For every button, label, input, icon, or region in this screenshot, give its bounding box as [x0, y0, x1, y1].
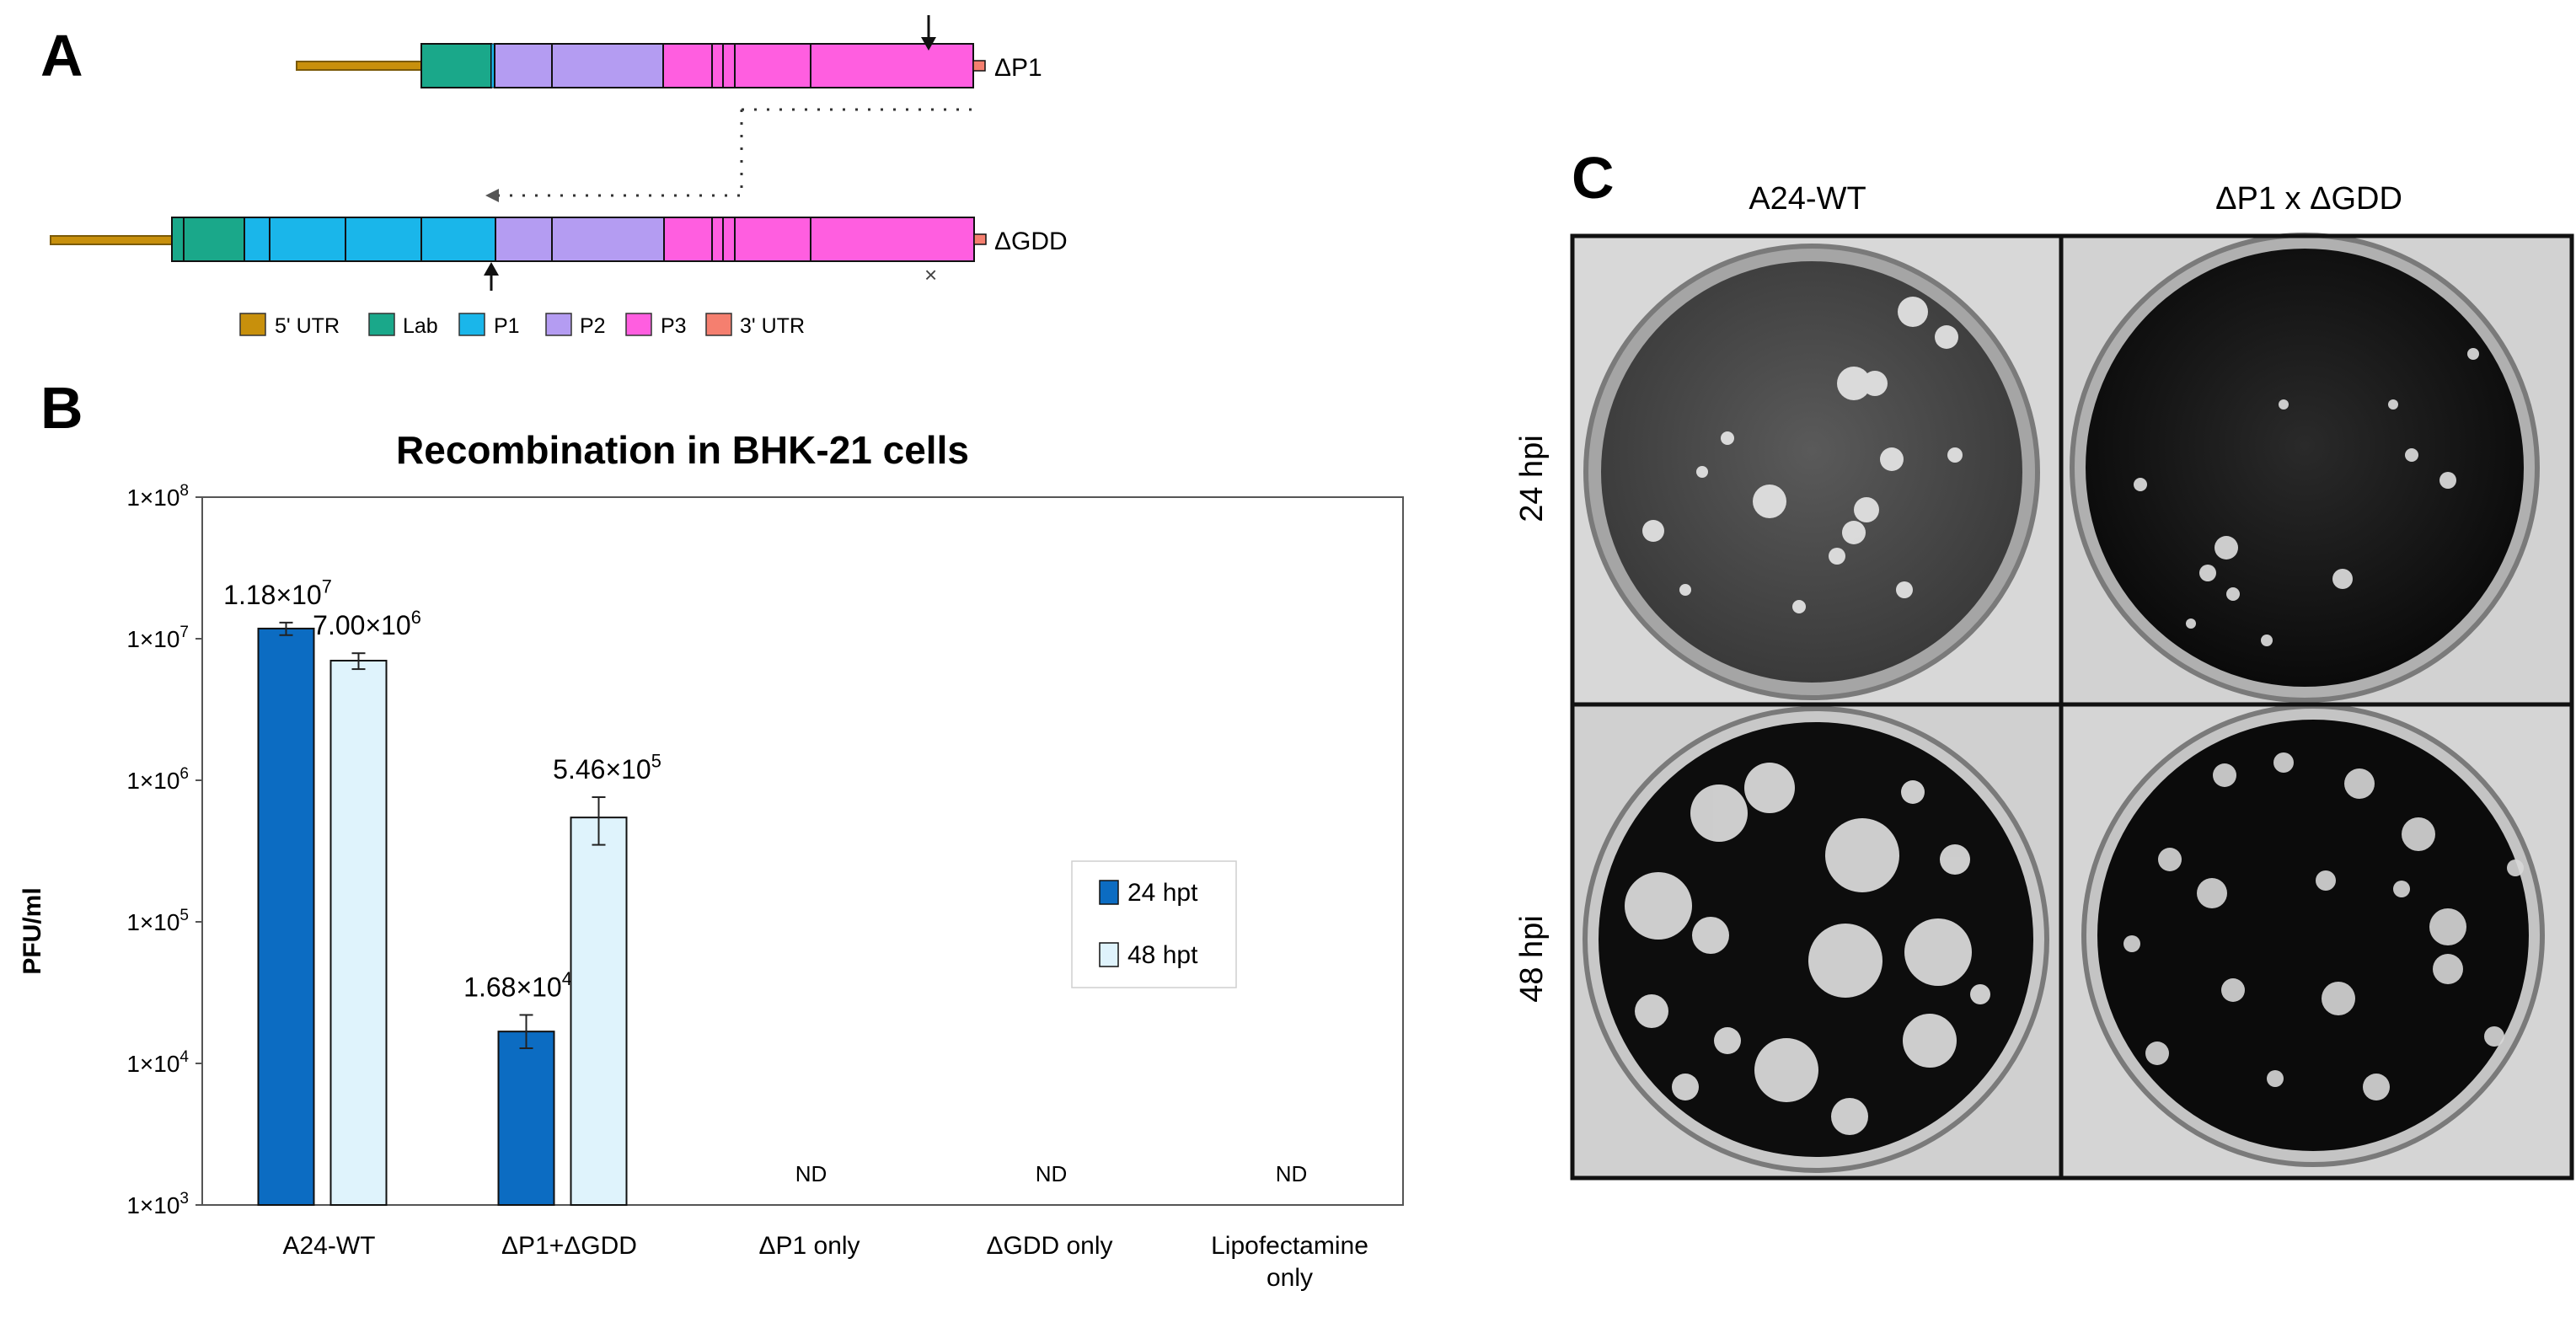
panel-c: C A24-WT ΔP1 x ΔGDD 24 hpi 48 hpi — [1514, 145, 2574, 1181]
plaque-well-wt-48hpi — [1572, 706, 2059, 1178]
panel-a-letter: A — [40, 23, 83, 88]
x-category-label: only — [1267, 1264, 1313, 1292]
legend-label-48hpt: 48 hpt — [1127, 941, 1198, 969]
construct-bottom-label: ΔGDD — [994, 228, 1068, 255]
gdd-deletion-mark: × — [924, 262, 937, 287]
plaque-well-wt-24hpi — [1572, 236, 2059, 702]
x-category-label: Lipofectamine — [1211, 1232, 1368, 1260]
bar — [570, 817, 628, 1206]
legend-label-p3: P3 — [661, 314, 687, 338]
y-tick-label: 1×104 — [126, 1048, 189, 1077]
data-label: 7.00×106 — [313, 607, 421, 640]
y-axis-ticks: 1×103 1×104 1×105 1×106 1×107 1×108 — [126, 482, 202, 1218]
bar — [497, 1031, 555, 1207]
chart-legend: 24 hpt 48 hpt — [1071, 860, 1237, 988]
p3-segment — [662, 43, 974, 88]
column-label-wt: A24-WT — [1749, 181, 1866, 217]
x-category-label: ΔGDD only — [986, 1232, 1112, 1260]
legend-label-p1: P1 — [494, 314, 520, 338]
not-detected-label: ND — [795, 1161, 827, 1186]
utr3-segment — [972, 60, 986, 72]
legend-swatch-48hpt — [1099, 942, 1119, 967]
y-tick-label: 1×108 — [126, 482, 189, 511]
panel-a: A ΔP1 — [40, 15, 1068, 338]
legend-label-utr3: 3' UTR — [740, 314, 805, 338]
lab-segment — [420, 43, 492, 88]
row-label-48hpi: 48 hpi — [1514, 915, 1550, 1003]
utr5-segment — [296, 61, 424, 71]
p1-segment — [244, 217, 496, 262]
legend-swatch-p2 — [545, 313, 572, 336]
construct-delta-gdd: × ΔGDD — [50, 217, 1068, 291]
legend-swatch-p3 — [625, 313, 652, 336]
legend-label-utr5: 5' UTR — [275, 314, 340, 338]
genome-legend: 5' UTR Lab P1 P2 P3 3' UTR — [239, 313, 805, 338]
p2-segment — [495, 217, 665, 262]
utr3-segment — [973, 233, 987, 245]
recombination-path — [485, 108, 982, 202]
y-tick-label: 1×106 — [126, 765, 189, 794]
not-detected-label: ND — [1276, 1161, 1308, 1186]
legend-swatch-utr3 — [705, 313, 732, 336]
data-label: 1.68×104 — [463, 968, 572, 1002]
utr5-segment — [50, 235, 174, 245]
not-detected-label: ND — [1036, 1161, 1068, 1186]
construct-delta-p1: ΔP1 — [296, 15, 1042, 88]
plaque-well-recombinant-48hpi — [2063, 704, 2572, 1178]
plaque-well-recombinant-24hpi — [2063, 233, 2572, 703]
data-label: 1.18×107 — [223, 576, 332, 609]
y-tick-label: 1×107 — [126, 624, 189, 652]
x-category-label: ΔP1+ΔGDD — [501, 1232, 637, 1260]
construct-top-label: ΔP1 — [994, 54, 1042, 82]
data-label: 5.46×105 — [553, 751, 661, 784]
row-label-24hpi: 24 hpi — [1514, 435, 1550, 522]
y-tick-label: 1×103 — [126, 1190, 189, 1218]
legend-label-p2: P2 — [580, 314, 606, 338]
legend-label-24hpt: 24 hpt — [1127, 879, 1198, 907]
legend-swatch-lab — [368, 313, 395, 336]
bar — [257, 627, 315, 1206]
y-axis-label: PFU/ml — [19, 887, 46, 974]
panel-b: B Recombination in BHK-21 cells PFU/ml 1… — [19, 375, 1404, 1292]
legend-swatch-p1 — [458, 313, 485, 336]
bar — [329, 660, 388, 1206]
plaque-photo-grid — [1570, 233, 2574, 1181]
x-axis-labels: A24-WT ΔP1+ΔGDD ΔP1 only ΔGDD only Lipofecta… — [282, 1232, 1368, 1292]
panel-c-letter: C — [1572, 145, 1615, 211]
plot-area — [201, 496, 1404, 1206]
legend-swatch-utr5 — [239, 313, 266, 336]
legend-label-lab: Lab — [403, 314, 438, 338]
p2-segment — [494, 43, 664, 88]
x-category-label: A24-WT — [282, 1232, 375, 1260]
legend-swatch-24hpt — [1099, 880, 1119, 905]
panel-b-letter: B — [40, 375, 83, 441]
x-category-label: ΔP1 only — [758, 1232, 860, 1260]
chart-title: Recombination in BHK-21 cells — [396, 428, 969, 472]
lab-segment — [171, 217, 245, 262]
column-label-recombinant: ΔP1 x ΔGDD — [2215, 181, 2402, 217]
y-tick-label: 1×105 — [126, 907, 189, 935]
p3-segment — [663, 217, 975, 262]
